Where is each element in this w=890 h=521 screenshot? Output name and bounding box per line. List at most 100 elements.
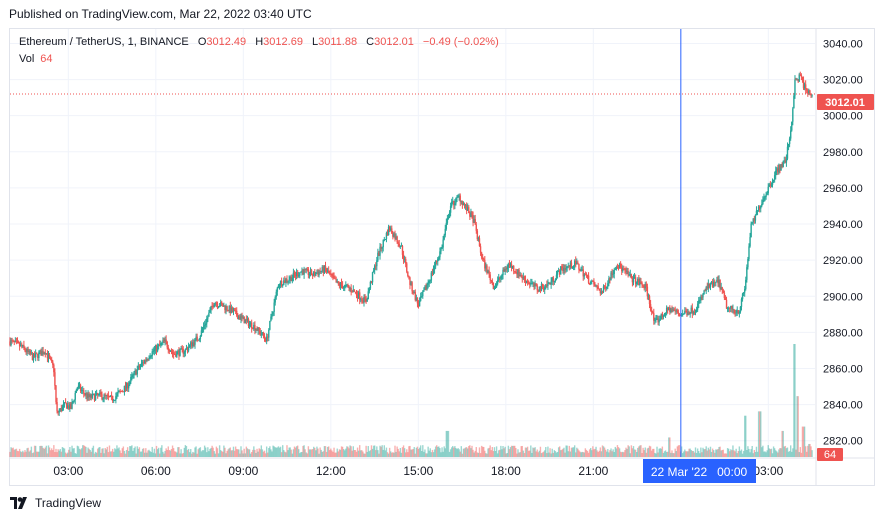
volume-bar bbox=[456, 449, 458, 457]
volume-bar bbox=[438, 446, 440, 457]
candle-body bbox=[29, 350, 32, 355]
candle-body bbox=[294, 274, 297, 277]
candle-body bbox=[330, 273, 332, 275]
volume-bar bbox=[431, 449, 434, 457]
candle-body bbox=[9, 341, 11, 346]
volume-bar bbox=[267, 452, 269, 457]
volume-bar bbox=[145, 448, 147, 457]
candle-body bbox=[503, 269, 505, 272]
volume-bar bbox=[140, 451, 143, 457]
candle-body bbox=[148, 358, 150, 360]
volume-bar bbox=[550, 453, 552, 457]
volume-bar bbox=[36, 451, 38, 457]
candle-body bbox=[300, 271, 302, 273]
candle-body bbox=[653, 313, 655, 321]
volume-bar bbox=[409, 445, 411, 457]
candle-body bbox=[760, 205, 762, 209]
volume-bar bbox=[214, 453, 217, 457]
candle-body bbox=[688, 312, 690, 315]
volume-bar bbox=[588, 449, 591, 457]
candle-body bbox=[677, 312, 680, 314]
volume-bar bbox=[573, 445, 576, 457]
volume-bar bbox=[568, 445, 571, 457]
volume-bar bbox=[221, 451, 223, 457]
volume-bar bbox=[775, 450, 777, 457]
volume-bar bbox=[303, 445, 305, 457]
candle-body bbox=[13, 340, 15, 342]
volume-bar bbox=[520, 446, 522, 457]
candle-body bbox=[565, 267, 567, 270]
volume-bar bbox=[698, 451, 700, 457]
volume-bar bbox=[179, 453, 181, 457]
volume-bar bbox=[105, 449, 107, 457]
volume-bar bbox=[765, 452, 767, 457]
symbol-title[interactable]: Ethereum / TetherUS, 1, BINANCE bbox=[19, 36, 189, 48]
volume-bar bbox=[735, 448, 737, 457]
volume-bar bbox=[151, 446, 153, 457]
volume-bar bbox=[18, 448, 21, 457]
candle-body bbox=[224, 305, 226, 311]
candle-body bbox=[244, 319, 246, 324]
volume-bar bbox=[444, 448, 446, 457]
candle-body bbox=[646, 286, 649, 297]
volume-bar bbox=[122, 446, 125, 457]
candle-body bbox=[477, 238, 480, 240]
tradingview-brand[interactable]: TradingView bbox=[35, 496, 102, 510]
volume-bar bbox=[443, 446, 445, 457]
volume-bar bbox=[224, 447, 226, 457]
volume-bar bbox=[335, 452, 337, 457]
tradingview-logo-icon[interactable] bbox=[10, 497, 30, 509]
price-badge: 3012.01 bbox=[817, 94, 874, 110]
candle-body bbox=[145, 360, 147, 361]
volume-bar bbox=[505, 453, 507, 457]
candle-body bbox=[778, 164, 780, 173]
volume-bar bbox=[586, 450, 589, 457]
volume-bar bbox=[75, 453, 78, 457]
volume-bar bbox=[627, 445, 629, 457]
candle-body bbox=[74, 393, 76, 400]
candle-body bbox=[240, 316, 242, 320]
volume-bar bbox=[434, 446, 437, 457]
candle-body bbox=[403, 258, 406, 260]
candle-body bbox=[423, 290, 425, 292]
volume-bar bbox=[162, 451, 164, 457]
candle-body bbox=[731, 306, 733, 310]
volume-bar bbox=[489, 445, 491, 457]
candle-body bbox=[157, 344, 160, 346]
volume-bar bbox=[623, 452, 625, 457]
candle-body bbox=[323, 265, 326, 273]
volume-bar bbox=[191, 453, 193, 457]
volume-badge: 64 bbox=[817, 448, 843, 461]
candle-body bbox=[383, 239, 386, 241]
candle-body bbox=[107, 395, 110, 397]
candle-body bbox=[580, 269, 582, 272]
candle-body bbox=[62, 404, 65, 407]
candle-body bbox=[36, 353, 38, 355]
candle-body bbox=[446, 217, 449, 223]
candle-body bbox=[671, 309, 673, 311]
volume-bar bbox=[440, 452, 442, 457]
candle-body bbox=[573, 260, 576, 266]
volume-bar bbox=[198, 448, 200, 457]
candle-body bbox=[95, 392, 98, 395]
candle-body bbox=[379, 246, 381, 256]
volume-bar bbox=[311, 449, 314, 457]
candle-body bbox=[82, 390, 84, 391]
volume-bar bbox=[694, 447, 697, 457]
volume-bar bbox=[546, 453, 548, 457]
volume-bar bbox=[239, 453, 241, 457]
candle-body bbox=[564, 268, 566, 270]
candle-body bbox=[205, 323, 207, 326]
volume-bar bbox=[135, 453, 137, 457]
volume-bar bbox=[193, 452, 195, 457]
candle-body bbox=[678, 313, 681, 315]
candle-body bbox=[455, 197, 457, 204]
candle-body bbox=[445, 222, 448, 229]
candle-body bbox=[447, 217, 450, 219]
candle-body bbox=[750, 223, 752, 238]
candle-body bbox=[541, 283, 544, 287]
volume-bar bbox=[544, 450, 546, 457]
candle-body bbox=[599, 290, 602, 294]
volume-bar bbox=[272, 445, 274, 457]
